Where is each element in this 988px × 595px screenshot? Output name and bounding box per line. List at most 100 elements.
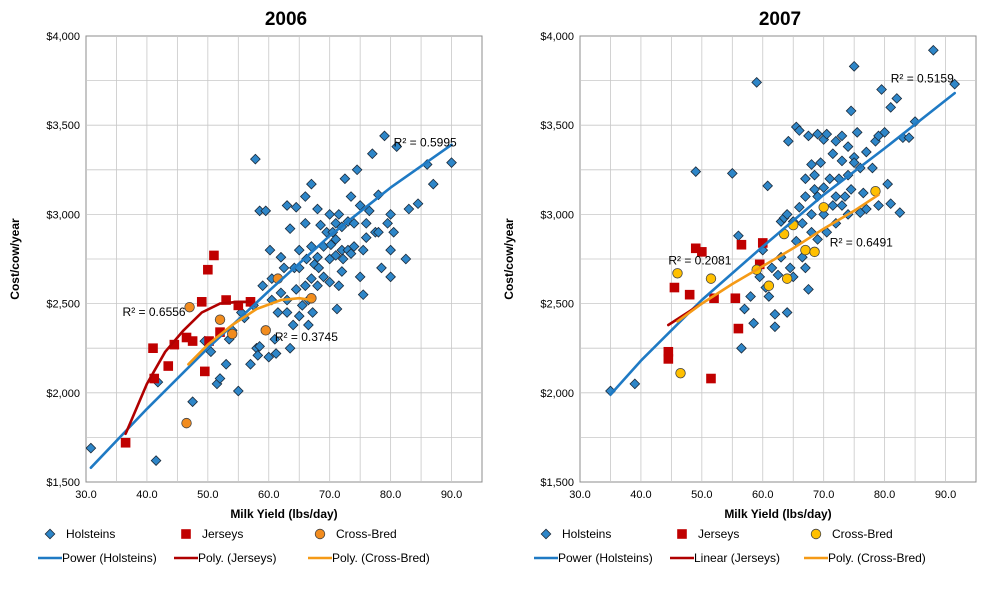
trendline-poly-jerseys- <box>124 300 252 436</box>
data-point <box>775 251 787 263</box>
data-point <box>233 300 244 311</box>
series-jerseys <box>663 238 768 384</box>
data-point <box>894 207 906 218</box>
data-point <box>303 319 314 331</box>
series-jerseys <box>120 250 256 448</box>
chart-2007: 30.0 40.0 50.0 60.0 70.0 80.0 90.0 $1,500 $2,000… <box>502 9 977 565</box>
legend-item: Power (Holsteins) <box>38 551 157 565</box>
data-point <box>312 251 323 263</box>
data-point <box>446 157 457 169</box>
data-point <box>284 223 296 235</box>
data-point <box>348 241 360 252</box>
data-point <box>839 191 851 202</box>
data-point <box>876 84 887 95</box>
data-point <box>250 153 261 165</box>
data-point <box>690 166 702 177</box>
x-tick-label: 80.0 <box>874 489 895 501</box>
data-point <box>293 310 305 322</box>
data-point <box>845 105 857 117</box>
data-point <box>324 209 336 220</box>
data-point <box>290 283 302 295</box>
data-point <box>299 280 311 292</box>
data-point <box>275 251 287 263</box>
data-point <box>257 280 269 292</box>
data-point <box>769 308 781 320</box>
data-point <box>763 280 775 291</box>
r-squared-label: R² = 0.5995 <box>394 136 457 150</box>
data-point <box>827 200 839 211</box>
x-tick-label: 50.0 <box>691 489 712 501</box>
data-point <box>684 289 695 300</box>
data-point <box>169 339 180 350</box>
x-tick-label: 60.0 <box>258 489 279 501</box>
data-point <box>270 348 282 359</box>
data-point <box>827 148 839 160</box>
x-tick-label: 70.0 <box>813 489 834 501</box>
data-point <box>272 307 284 318</box>
x-tick-label: 50.0 <box>197 489 218 501</box>
data-point <box>793 125 805 136</box>
data-point <box>885 101 897 113</box>
data-point <box>821 226 833 238</box>
data-point <box>672 268 683 279</box>
legend-marker-swatch <box>181 529 191 539</box>
chart-title: 2007 <box>759 9 801 30</box>
trendline-power-holsteins- <box>609 91 956 396</box>
data-point <box>730 293 741 304</box>
x-tick-label: 60.0 <box>752 489 773 501</box>
x-axis-title: Milk Yield (lbs/day) <box>724 507 831 521</box>
data-point <box>806 209 817 220</box>
data-point <box>851 126 863 138</box>
data-point <box>278 262 290 274</box>
data-point <box>806 159 817 170</box>
data-point <box>809 246 820 258</box>
x-tick-label: 90.0 <box>935 489 956 501</box>
data-point <box>818 202 829 213</box>
data-point <box>187 396 198 408</box>
data-point <box>857 187 869 199</box>
data-point <box>232 385 244 397</box>
data-point <box>903 132 915 144</box>
data-point <box>209 250 219 261</box>
data-point <box>354 271 366 283</box>
x-tick-label: 40.0 <box>630 489 651 501</box>
data-point <box>357 244 369 256</box>
legend-item: Jerseys <box>181 527 243 541</box>
data-point <box>324 276 336 288</box>
data-point <box>215 327 225 337</box>
legend-label: Poly. (Cross-Bred) <box>332 551 430 565</box>
data-point <box>275 287 287 299</box>
data-point <box>860 146 872 158</box>
data-point <box>220 358 232 370</box>
data-point <box>325 239 337 251</box>
data-point <box>312 280 323 292</box>
data-point <box>287 319 299 331</box>
r-squared-label: R² = 0.6556 <box>123 305 186 319</box>
data-point <box>800 191 811 202</box>
data-point <box>200 366 210 377</box>
data-point <box>815 157 827 169</box>
legend-marker-swatch <box>314 528 326 540</box>
y-tick-label: $2,000 <box>540 388 574 400</box>
data-point <box>181 332 192 343</box>
y-tick-label: $3,000 <box>46 209 80 221</box>
trendline-poly-cross-bred- <box>187 296 313 366</box>
data-point <box>709 293 719 304</box>
data-point <box>379 130 390 142</box>
legend-item: Poly. (Jerseys) <box>174 551 276 565</box>
data-point <box>293 244 305 256</box>
data-point <box>830 135 842 147</box>
data-point <box>736 342 747 354</box>
y-tick-label: $3,000 <box>540 209 574 221</box>
legend-marker-swatch <box>44 528 56 540</box>
data-point <box>363 205 375 217</box>
data-point <box>260 325 271 336</box>
data-point <box>879 126 890 138</box>
y-tick-label: $2,500 <box>540 299 574 311</box>
data-point <box>845 184 857 195</box>
data-point <box>360 232 372 243</box>
data-point <box>663 354 674 364</box>
data-point <box>345 191 357 202</box>
data-point <box>818 209 830 220</box>
data-point <box>697 247 707 257</box>
